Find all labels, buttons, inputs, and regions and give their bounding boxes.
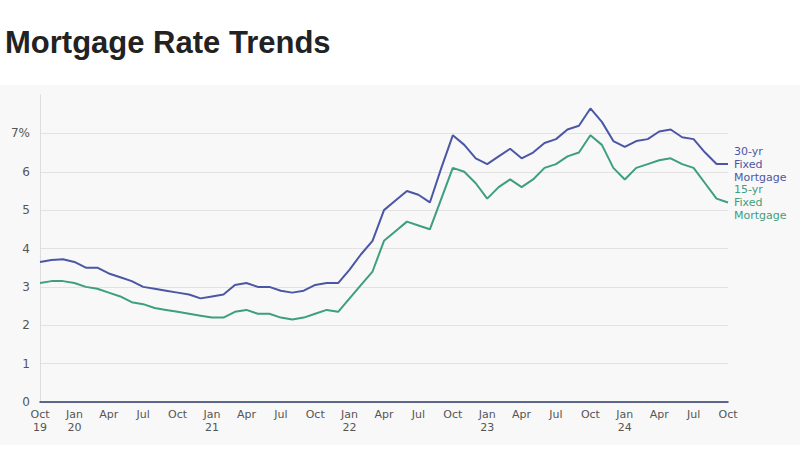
svg-text:Mortgage Rate Trends: Mortgage Rate Trends [5, 25, 331, 60]
svg-text:Oct: Oct [443, 408, 463, 421]
svg-text:Jul: Jul [411, 408, 425, 421]
svg-text:Fixed: Fixed [734, 196, 763, 209]
svg-text:7%: 7% [11, 126, 30, 140]
svg-text:3: 3 [22, 280, 30, 294]
svg-text:Apr: Apr [374, 408, 394, 421]
svg-text:Mortgage: Mortgage [734, 171, 787, 184]
svg-text:Apr: Apr [237, 408, 257, 421]
svg-text:Oct: Oct [306, 408, 326, 421]
svg-text:20: 20 [67, 421, 81, 434]
svg-text:1: 1 [22, 357, 30, 371]
svg-text:Oct: Oct [581, 408, 601, 421]
svg-text:Jul: Jul [548, 408, 562, 421]
svg-text:Jan: Jan [65, 408, 83, 421]
svg-text:Jul: Jul [273, 408, 287, 421]
svg-text:4: 4 [22, 242, 30, 256]
svg-text:6: 6 [22, 165, 30, 179]
svg-text:Fixed: Fixed [734, 158, 763, 171]
svg-text:23: 23 [480, 421, 494, 434]
svg-text:Jul: Jul [686, 408, 700, 421]
svg-text:Mortgage: Mortgage [734, 209, 787, 222]
svg-text:Jul: Jul [136, 408, 150, 421]
svg-text:Oct: Oct [168, 408, 188, 421]
svg-text:Oct: Oct [718, 408, 738, 421]
svg-text:15-yr: 15-yr [734, 183, 763, 196]
svg-text:5: 5 [22, 203, 30, 217]
svg-text:Jan: Jan [615, 408, 633, 421]
svg-text:Apr: Apr [512, 408, 532, 421]
svg-text:Oct: Oct [30, 408, 50, 421]
svg-text:0: 0 [22, 395, 30, 409]
svg-text:24: 24 [618, 421, 632, 434]
svg-text:2: 2 [22, 318, 30, 332]
svg-text:21: 21 [205, 421, 219, 434]
svg-text:30-yr: 30-yr [734, 145, 763, 158]
svg-text:Apr: Apr [99, 408, 119, 421]
svg-text:Apr: Apr [650, 408, 670, 421]
svg-text:19: 19 [33, 421, 47, 434]
svg-text:22: 22 [343, 421, 357, 434]
svg-text:Jan: Jan [340, 408, 358, 421]
svg-text:Jan: Jan [478, 408, 496, 421]
svg-text:Jan: Jan [203, 408, 221, 421]
